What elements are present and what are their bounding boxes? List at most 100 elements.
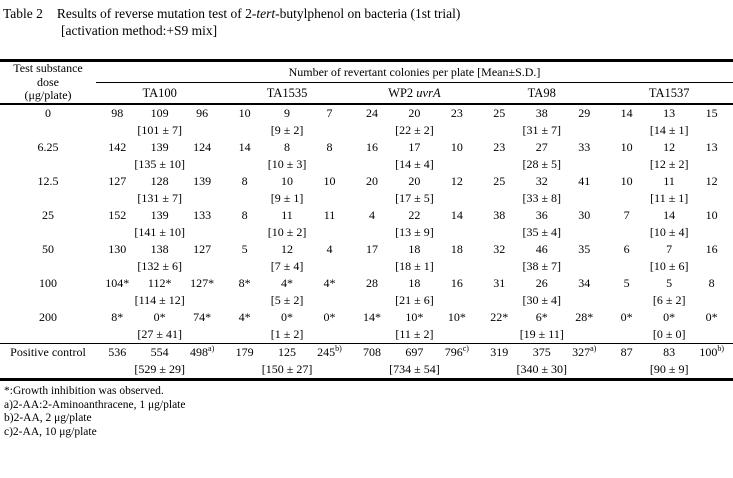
- value-cell: 5: [666, 276, 673, 290]
- value-cell: 4: [368, 208, 375, 222]
- table-row: Positive control 536 554 498a) 179 125 245b) 70…: [0, 343, 733, 380]
- value-cell: 41: [578, 174, 591, 188]
- dose-cell: 6.25: [37, 140, 59, 154]
- value-cell: 8: [708, 276, 715, 290]
- mean-cell: [132 ± 6]: [137, 259, 182, 273]
- value-cell: 16: [705, 242, 718, 256]
- value-cell: 8: [241, 174, 248, 188]
- value-cell: 0*: [323, 310, 336, 324]
- value-cell: 133: [193, 208, 212, 222]
- value-cell: 18: [450, 242, 463, 256]
- dose-column-header: Test substance dose (μg/plate): [0, 60, 96, 105]
- value-cell: 10: [620, 174, 633, 188]
- mean-cell: [10 ± 3]: [267, 157, 307, 171]
- strain-header-ta1535: TA1535: [223, 82, 351, 105]
- value-cell: 11: [663, 174, 675, 188]
- value-cell: 796c): [435, 343, 479, 361]
- mean-cell: [7 ± 4]: [270, 259, 304, 273]
- value-cell: 10: [281, 174, 294, 188]
- mean-cell: [141 ± 10]: [134, 225, 185, 239]
- value-cell: 104*: [105, 276, 130, 290]
- value-cell: 4*: [238, 310, 251, 324]
- value-cell: 23: [450, 106, 463, 120]
- mean-cell: [10 ± 4]: [649, 225, 689, 239]
- title-text-post: -butylphenol on bacteria (1st trial): [275, 6, 461, 21]
- value-cell: 8: [284, 140, 291, 154]
- value-cell: 125: [265, 343, 309, 361]
- value-cell: 11: [281, 208, 293, 222]
- value-cell: 130: [108, 242, 127, 256]
- value-cell: 98: [111, 106, 124, 120]
- value-cell: 7: [623, 208, 630, 222]
- mean-row: [529 ± 29] [150 ± 27] [734 ± 54] [340 ± 30]…: [0, 361, 733, 380]
- value-cell: 46: [535, 242, 548, 256]
- footnote-marker: b): [335, 344, 342, 353]
- value-cell: 18: [408, 242, 421, 256]
- strain-header-ta1537: TA1537: [605, 82, 733, 105]
- value-cell: 35: [578, 242, 591, 256]
- value-cell: 96: [196, 106, 209, 120]
- mean-row: [114 ± 12] [5 ± 2] [21 ± 6] [30 ± 4] [6 ± 2]: [0, 292, 733, 309]
- value-cell: 25: [493, 106, 506, 120]
- value-cell: 12: [663, 140, 676, 154]
- value-cell: 16: [450, 276, 463, 290]
- value-cell: 4: [326, 242, 333, 256]
- value-cell: 245b): [308, 343, 351, 361]
- value-cell: 127*: [190, 276, 215, 290]
- value-cell: 0*: [153, 310, 166, 324]
- value-cell: 28*: [575, 310, 594, 324]
- table-row: 0 98 109 96 10 9 7 24 20 23 25 38 29 14 13 15: [0, 104, 733, 122]
- value-cell: 7: [326, 106, 333, 120]
- dose-header-line: dose: [37, 74, 59, 89]
- value-cell: 25: [493, 174, 506, 188]
- value-cell: 697: [393, 343, 436, 361]
- value-cell: 20: [408, 174, 421, 188]
- value-cell: 34: [578, 276, 591, 290]
- value-cell: 0*: [663, 310, 676, 324]
- value-cell: 83: [647, 343, 691, 361]
- value-cell: 142: [108, 140, 127, 154]
- value-cell: 498a): [180, 343, 224, 361]
- value-cell: 13: [663, 106, 676, 120]
- mean-cell: [6 ± 2]: [652, 293, 686, 307]
- mean-cell: [10 ± 6]: [649, 259, 689, 273]
- value-cell: 152: [108, 208, 127, 222]
- value-cell: 5: [241, 242, 248, 256]
- mean-cell: [33 ± 8]: [522, 191, 562, 205]
- value-cell: 26: [535, 276, 548, 290]
- value-cell: 9: [284, 106, 291, 120]
- mean-cell: [21 ± 6]: [395, 293, 434, 307]
- mean-cell: [31 ± 7]: [522, 123, 562, 137]
- mean-cell: [101 ± 7]: [137, 123, 182, 137]
- footnote-c: c)2-AA, 10 μg/plate: [4, 425, 97, 438]
- mean-cell: [19 ± 11]: [519, 327, 564, 341]
- value-cell: 38: [535, 106, 548, 120]
- value-cell: 127: [193, 242, 212, 256]
- mean-cell: [35 ± 4]: [522, 225, 562, 239]
- mean-cell: [135 ± 10]: [134, 157, 185, 171]
- value-cell: 10: [323, 174, 336, 188]
- dose-cell: 100: [39, 276, 57, 290]
- mean-cell: [150 ± 27]: [261, 362, 313, 376]
- value-cell: 708: [350, 343, 394, 361]
- table-title: Table 2 Results of reverse mutation test …: [3, 5, 733, 39]
- table-row: 25 152 139 133 8 11 11 4 22 14 38 36 30 7 14 10: [0, 207, 733, 224]
- value-cell: 10: [705, 208, 718, 222]
- value-cell: 8: [241, 208, 248, 222]
- value-cell: 536: [96, 343, 139, 361]
- dose-cell: 12.5: [37, 174, 59, 188]
- mean-row: [101 ± 7] [9 ± 2] [22 ± 2] [31 ± 7] [14 ± 1]: [0, 122, 733, 139]
- strain-header-row: TA100 TA1535 WP2 uvrA TA98 TA1537: [0, 82, 733, 105]
- value-cell: 14: [450, 208, 463, 222]
- value-cell: 10*: [447, 310, 466, 324]
- mean-cell: [10 ± 2]: [267, 225, 307, 239]
- value-cell: 11: [323, 208, 336, 222]
- value-cell: 74*: [193, 310, 212, 324]
- title-text-pre: Results of reverse mutation test of 2-: [56, 6, 257, 21]
- value-cell: 100b): [690, 343, 733, 361]
- value-cell: 109: [150, 106, 169, 120]
- value-cell: 8: [326, 140, 333, 154]
- value-cell: 0*: [620, 310, 633, 324]
- value-cell: 87: [605, 343, 648, 361]
- value-cell: 138: [150, 242, 169, 256]
